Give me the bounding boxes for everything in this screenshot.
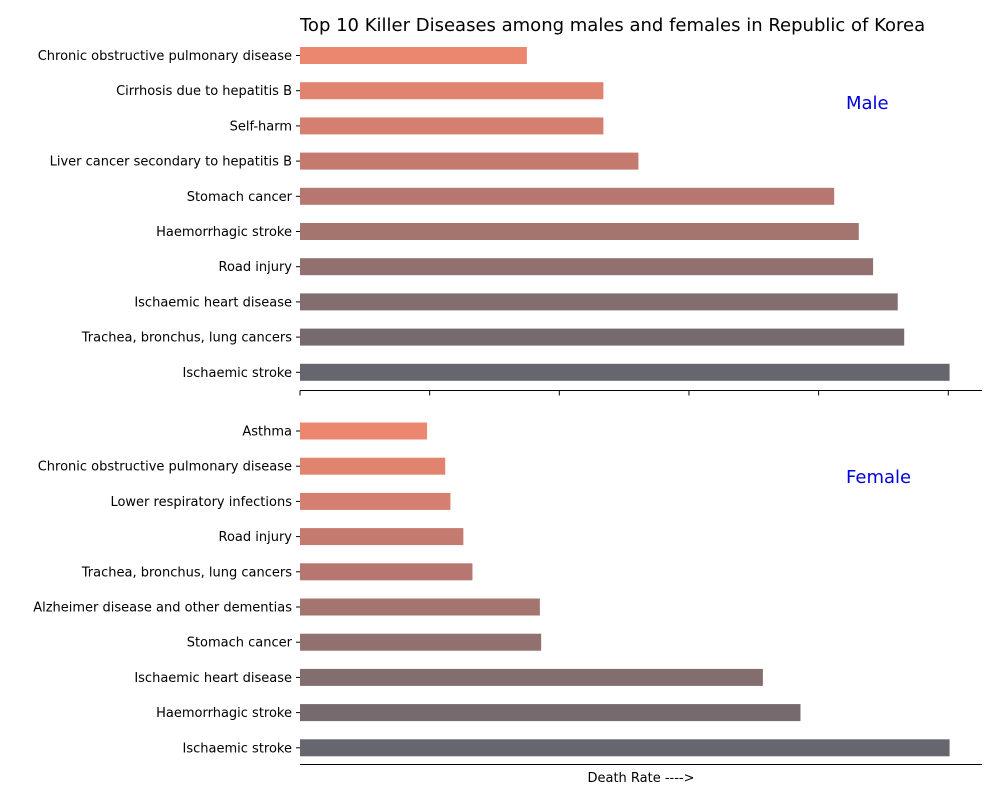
bar [300, 704, 801, 722]
panel-male: Chronic obstructive pulmonary disease Cir… [38, 47, 982, 396]
category-label: Trachea, bronchus, lung cancers [81, 331, 292, 346]
panel-female: Asthma Chronic obstructive pulmonary dise… [33, 422, 982, 765]
bar [300, 633, 542, 651]
bar [300, 668, 763, 686]
bar [300, 363, 950, 381]
category-label: Cirrhosis due to hepatitis B [116, 84, 292, 99]
chart-title: Top 10 Killer Diseases among males and f… [299, 15, 925, 36]
bar [300, 739, 950, 757]
bar [300, 598, 540, 616]
category-label: Chronic obstructive pulmonary disease [38, 460, 292, 475]
bar [300, 528, 464, 546]
bar [300, 152, 639, 170]
panel-label: Female [846, 467, 911, 488]
category-label: Alzheimer disease and other dementias [33, 601, 292, 616]
category-label: Road injury [219, 260, 293, 275]
category-label: Haemorrhagic stroke [156, 706, 292, 721]
bar [300, 187, 835, 205]
category-label: Lower respiratory infections [110, 495, 292, 510]
bar [300, 422, 428, 440]
category-label: Stomach cancer [187, 636, 293, 651]
bar [300, 82, 604, 100]
chart-panels: Chronic obstructive pulmonary disease Cir… [33, 47, 982, 765]
category-label: Asthma [242, 425, 292, 440]
category-label: Road injury [219, 530, 293, 545]
category-label: Ischaemic stroke [183, 741, 292, 756]
panel-label: Male [846, 93, 889, 114]
bar [300, 117, 604, 135]
category-label: Ischaemic heart disease [134, 295, 292, 310]
bar [300, 258, 874, 276]
bar [300, 492, 451, 510]
category-label: Haemorrhagic stroke [156, 225, 292, 240]
bar [300, 223, 859, 240]
category-label: Self-harm [230, 119, 292, 134]
bar [300, 293, 898, 311]
category-label: Ischaemic stroke [183, 366, 292, 381]
category-label: Trachea, bronchus, lung cancers [81, 565, 292, 580]
bar [300, 47, 527, 64]
bar [300, 563, 473, 581]
bar [300, 328, 905, 346]
category-label: Ischaemic heart disease [134, 671, 292, 686]
x-axis-label: Death Rate ----> [587, 771, 694, 786]
bar [300, 457, 446, 475]
category-label: Stomach cancer [187, 190, 293, 205]
category-label: Chronic obstructive pulmonary disease [38, 49, 292, 64]
category-label: Liver cancer secondary to hepatitis B [50, 155, 292, 170]
